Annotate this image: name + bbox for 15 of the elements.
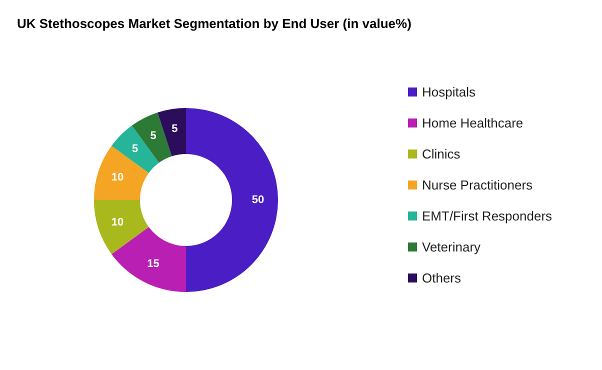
legend-label: Veterinary bbox=[422, 240, 482, 254]
data-label: 5 bbox=[172, 122, 178, 135]
data-label: 5 bbox=[132, 143, 138, 156]
chart-title: UK Stethoscopes Market Segmentation by End User (in value%) bbox=[17, 16, 412, 31]
legend-label: Others bbox=[422, 270, 462, 286]
data-label: 10 bbox=[111, 172, 124, 184]
legend-label: Nurse Practitioners bbox=[422, 178, 534, 192]
legend-label: Home Healthcare bbox=[422, 116, 524, 130]
legend-label: Clinics bbox=[422, 146, 461, 162]
data-label: 10 bbox=[111, 216, 124, 228]
legend-label: EMT/First Responders bbox=[422, 208, 553, 224]
legend-label: Hospitals bbox=[422, 84, 476, 100]
data-label: 5 bbox=[150, 130, 156, 142]
data-label: 15 bbox=[147, 258, 160, 270]
data-label: 50 bbox=[252, 194, 264, 206]
